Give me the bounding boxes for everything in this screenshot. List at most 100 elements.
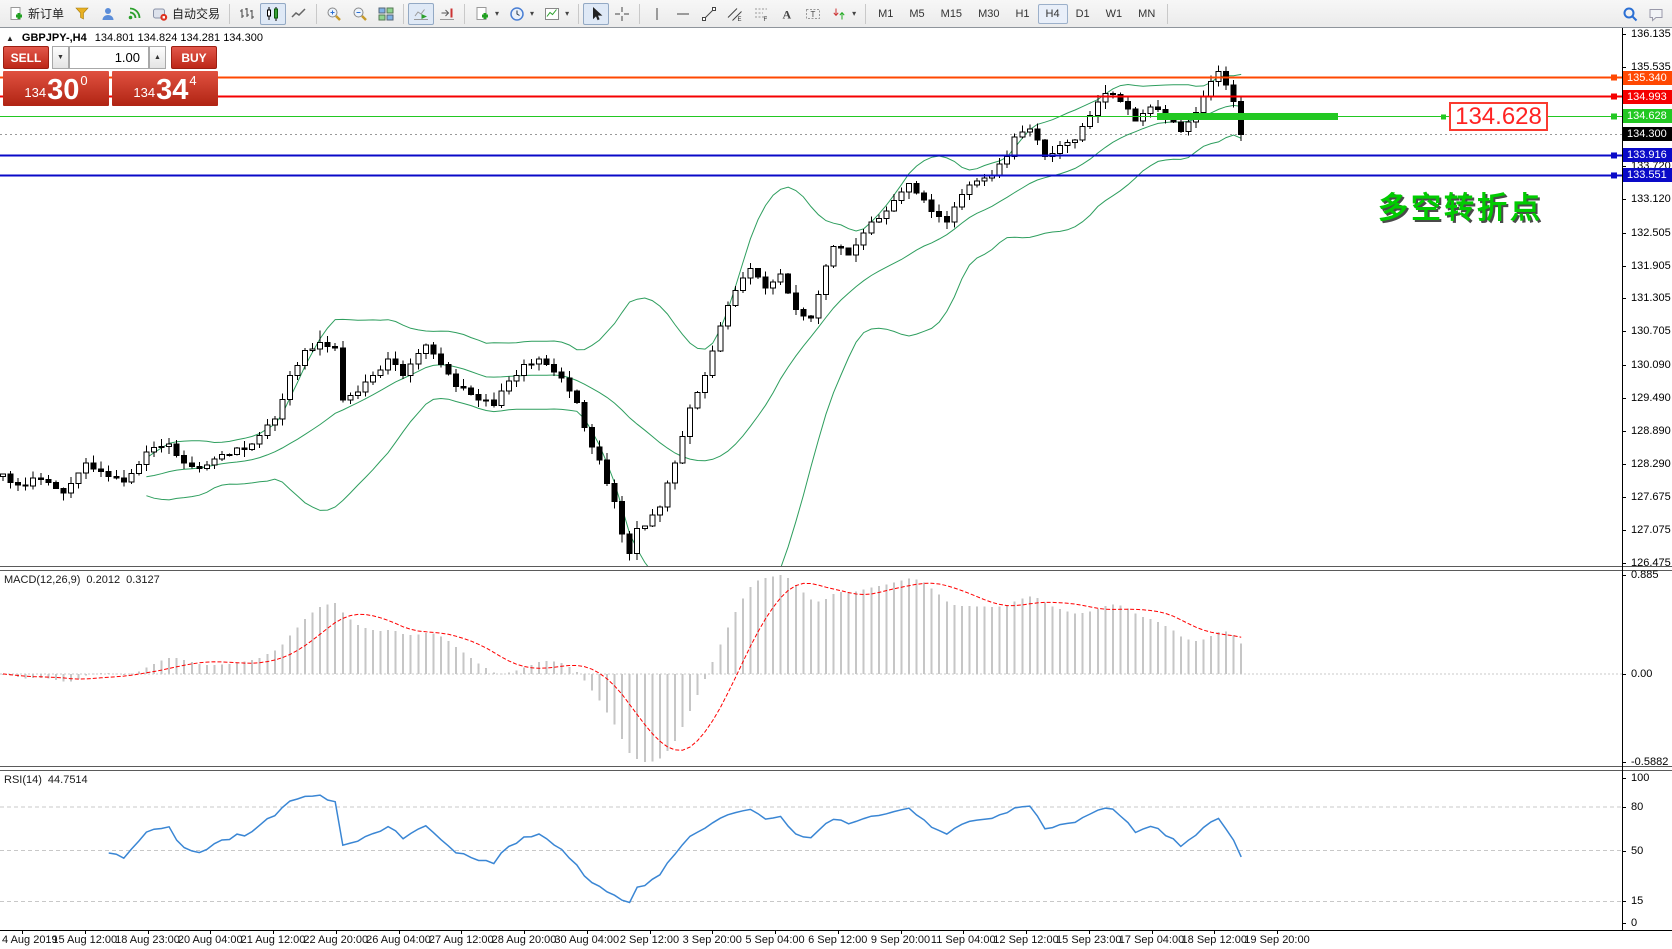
periods-button[interactable]: ▾ — [504, 3, 539, 25]
turning-point-annotation[interactable]: 多空转折点 — [1378, 192, 1543, 225]
time-axis-tick-mark — [1088, 931, 1090, 934]
price-axis-tick-label: 129.490 — [1631, 391, 1671, 404]
main-chart-pane[interactable] — [0, 29, 1622, 566]
macd-bar — [69, 673, 72, 682]
bar-chart-button[interactable] — [234, 3, 260, 25]
candle-body — [98, 468, 105, 473]
macd-bar — [349, 619, 352, 674]
buy-price-tile[interactable]: 134 34 4 — [112, 71, 218, 106]
timeframe-d1[interactable]: D1 — [1068, 4, 1098, 24]
candle-body — [1200, 95, 1207, 114]
timeframe-m5[interactable]: M5 — [901, 4, 932, 24]
sell-button[interactable]: SELL — [3, 46, 49, 69]
timeframe-w1[interactable]: W1 — [1098, 4, 1131, 24]
auto-scroll-button[interactable] — [408, 2, 435, 25]
timeframe-m30[interactable]: M30 — [970, 4, 1007, 24]
sell-price-tile[interactable]: 134 30 0 — [3, 71, 109, 106]
candle-body — [317, 342, 324, 350]
timeframe-m15[interactable]: M15 — [933, 4, 970, 24]
candle-body — [566, 377, 573, 392]
tile-windows-icon — [378, 6, 394, 22]
candlestick-chart-button[interactable] — [260, 2, 287, 25]
timeframe-h4[interactable]: H4 — [1037, 3, 1068, 24]
autotrading-button[interactable]: 自动交易 — [147, 3, 225, 25]
macd-axis-tick-mark — [1622, 575, 1626, 576]
trendline-tool-button[interactable] — [696, 3, 722, 25]
macd-bar — [387, 630, 390, 674]
candle-body — [234, 447, 241, 455]
macd-bar — [772, 576, 775, 674]
macd-pane[interactable] — [0, 571, 1622, 766]
time-axis-label: 22 Aug 20:00 — [303, 934, 369, 946]
channel-tool-button[interactable]: E — [722, 3, 748, 25]
timeframe-h1[interactable]: H1 — [1007, 4, 1037, 24]
cursor-button[interactable] — [583, 2, 610, 25]
volume-input[interactable] — [69, 46, 149, 69]
timeframe-mn[interactable]: MN — [1130, 4, 1163, 24]
new-order-button[interactable]: 新订单 — [3, 3, 69, 25]
collapse-panel-icon[interactable]: ▲ — [6, 33, 14, 43]
buy-button[interactable]: BUY — [171, 46, 217, 69]
indicators-button[interactable]: ▾ — [469, 3, 504, 25]
macd-bar — [530, 664, 533, 674]
mql5-community-button[interactable] — [95, 3, 121, 25]
text-tool-button[interactable]: A — [774, 3, 800, 25]
macd-bar — [802, 592, 805, 674]
timeframe-m1[interactable]: M1 — [870, 4, 901, 24]
dropdown-arrow-icon: ▾ — [565, 9, 570, 18]
volume-increase-button[interactable]: ▲ — [149, 46, 166, 69]
time-axis-label: 21 Aug 12:00 — [240, 934, 306, 946]
candle-body — [128, 473, 135, 483]
pane-splitter[interactable] — [0, 766, 1672, 771]
search-button[interactable] — [1617, 3, 1643, 25]
arrows-tool-button[interactable]: ▾ — [826, 3, 861, 25]
volume-decrease-button[interactable]: ▼ — [52, 46, 69, 69]
candle-body — [581, 402, 588, 428]
candle-body — [875, 218, 882, 223]
candle-body — [770, 281, 777, 289]
trend-segment[interactable] — [1157, 112, 1338, 120]
horizontal-line-tool-button[interactable] — [670, 3, 696, 25]
macd-bar — [892, 582, 895, 674]
vertical-line-tool-button[interactable] — [644, 3, 670, 25]
search-icon — [1622, 6, 1638, 22]
macd-bar — [1111, 604, 1114, 674]
candle-body — [596, 446, 603, 461]
macd-bar — [168, 658, 171, 674]
rsi-pane[interactable] — [0, 771, 1622, 930]
new-order-label: 新订单 — [28, 7, 65, 21]
candle-body — [717, 325, 724, 352]
macd-bar — [153, 663, 155, 674]
pane-splitter[interactable] — [0, 566, 1672, 571]
chart-shift-button[interactable] — [434, 3, 460, 25]
toolbar-separator — [578, 3, 580, 24]
candle-body — [1034, 128, 1041, 141]
line-chart-button[interactable] — [286, 3, 312, 25]
macd-bar — [236, 662, 239, 674]
fibonacci-tool-button[interactable]: F — [748, 3, 774, 25]
candle-body — [800, 309, 807, 317]
metaeditor-button[interactable] — [69, 3, 95, 25]
time-axis[interactable]: 4 Aug 2019 15 Aug 12:00 18 Aug 23:00 20 Aug… — [0, 931, 1672, 949]
signals-button[interactable] — [121, 3, 147, 25]
zoom-out-button[interactable] — [347, 3, 373, 25]
vertical-line-icon — [649, 6, 665, 22]
price-callout-box[interactable]: 134.628 — [1449, 102, 1548, 131]
axis-price-label-134.993: 134.993 — [1623, 89, 1672, 104]
svg-text:E: E — [738, 17, 742, 22]
chat-button[interactable] — [1643, 3, 1669, 25]
macd-bar — [145, 667, 148, 674]
autotrading-label: 自动交易 — [172, 7, 221, 21]
candle-body — [369, 374, 376, 383]
macd-bar — [77, 673, 80, 680]
candle-body — [354, 391, 361, 397]
templates-button[interactable]: ▾ — [539, 3, 574, 25]
macd-bar — [258, 657, 261, 674]
zoom-in-button[interactable] — [321, 3, 347, 25]
candle-body — [1072, 139, 1079, 143]
text-label-tool-button[interactable]: T — [800, 3, 826, 25]
macd-bar — [787, 578, 790, 674]
crosshair-button[interactable] — [609, 3, 635, 25]
tile-windows-button[interactable] — [373, 3, 399, 25]
time-axis-label: 12 Sep 12:00 — [993, 934, 1059, 946]
